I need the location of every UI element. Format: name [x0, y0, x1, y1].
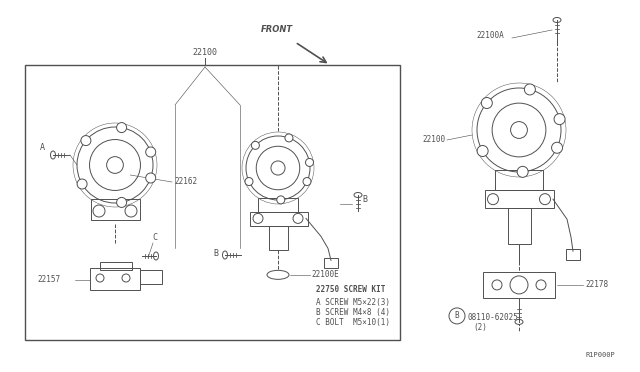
- Circle shape: [276, 196, 285, 204]
- Bar: [91, 199, 140, 220]
- Bar: [258, 198, 298, 212]
- Bar: [140, 270, 162, 284]
- Text: 22162: 22162: [174, 177, 197, 186]
- Text: B: B: [454, 311, 460, 320]
- Text: B: B: [362, 195, 367, 203]
- Circle shape: [536, 280, 546, 290]
- Bar: [250, 212, 308, 226]
- Circle shape: [540, 194, 550, 205]
- Circle shape: [116, 198, 127, 208]
- Circle shape: [77, 179, 87, 189]
- Circle shape: [285, 134, 293, 142]
- Bar: [269, 226, 288, 250]
- Circle shape: [477, 145, 488, 157]
- Ellipse shape: [51, 151, 56, 159]
- Text: FRONT: FRONT: [261, 25, 293, 34]
- Text: A: A: [40, 143, 45, 152]
- Ellipse shape: [154, 252, 159, 260]
- Bar: [495, 170, 543, 190]
- Circle shape: [96, 274, 104, 282]
- Circle shape: [116, 123, 127, 132]
- Text: C BOLT  M5×10(1): C BOLT M5×10(1): [316, 318, 390, 327]
- Bar: [566, 249, 580, 260]
- Bar: [485, 190, 554, 208]
- Text: 22178: 22178: [585, 280, 608, 289]
- Bar: [100, 262, 132, 270]
- Text: B SCREW M4×8 (4): B SCREW M4×8 (4): [316, 308, 390, 317]
- Bar: [508, 208, 531, 244]
- Circle shape: [492, 280, 502, 290]
- Circle shape: [449, 308, 465, 324]
- Text: B: B: [213, 250, 218, 259]
- Circle shape: [146, 147, 156, 157]
- Circle shape: [554, 113, 565, 125]
- Text: 22750 SCREW KIT: 22750 SCREW KIT: [316, 285, 385, 294]
- Circle shape: [146, 173, 156, 183]
- Ellipse shape: [354, 192, 362, 198]
- Circle shape: [93, 205, 105, 217]
- Circle shape: [122, 274, 130, 282]
- Circle shape: [303, 177, 311, 186]
- Bar: [90, 268, 140, 290]
- Text: 22100: 22100: [422, 135, 445, 144]
- Circle shape: [125, 205, 137, 217]
- Text: 08110-62025: 08110-62025: [467, 314, 518, 323]
- Text: A SCREW M5×22(3): A SCREW M5×22(3): [316, 298, 390, 307]
- Bar: [25, 65, 400, 340]
- Text: (2): (2): [473, 323, 487, 333]
- Text: 22100E: 22100E: [311, 270, 339, 279]
- Circle shape: [252, 141, 259, 150]
- Ellipse shape: [553, 17, 561, 22]
- Circle shape: [253, 214, 263, 224]
- Circle shape: [510, 276, 528, 294]
- Bar: [324, 259, 338, 269]
- Ellipse shape: [223, 251, 227, 259]
- Circle shape: [305, 158, 314, 166]
- Text: 22157: 22157: [37, 276, 60, 285]
- Circle shape: [488, 194, 499, 205]
- Circle shape: [81, 135, 91, 145]
- Bar: [483, 272, 555, 298]
- Circle shape: [552, 142, 563, 153]
- Text: R1P000P: R1P000P: [585, 352, 615, 358]
- Text: 22100A: 22100A: [476, 32, 504, 41]
- Text: C: C: [152, 232, 157, 241]
- Circle shape: [524, 84, 536, 95]
- Circle shape: [245, 177, 253, 186]
- Circle shape: [517, 166, 528, 177]
- Circle shape: [511, 122, 527, 138]
- Ellipse shape: [515, 320, 523, 324]
- Circle shape: [271, 161, 285, 175]
- Circle shape: [481, 97, 492, 109]
- Circle shape: [293, 214, 303, 224]
- Circle shape: [107, 157, 124, 173]
- Text: 22100: 22100: [193, 48, 218, 57]
